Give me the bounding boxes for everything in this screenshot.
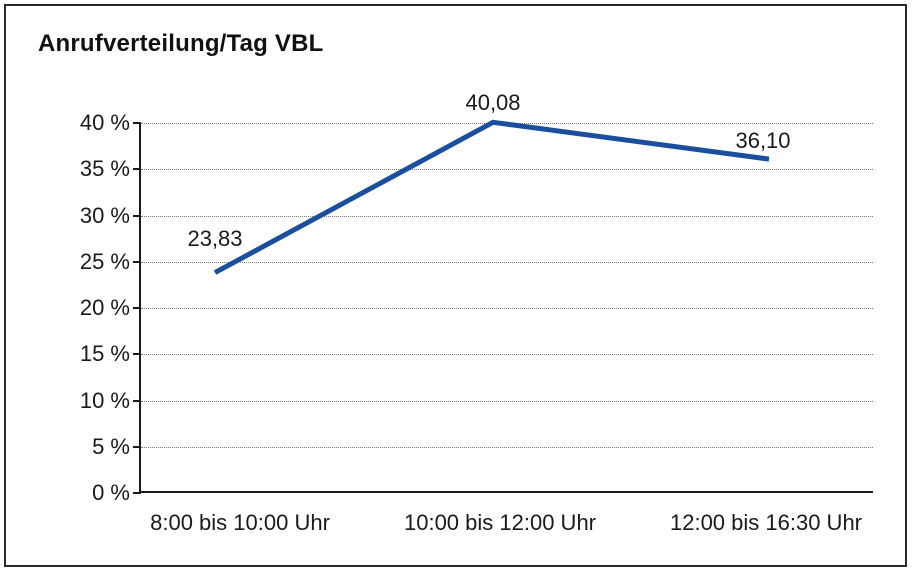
y-axis-label: 15 % [79,341,130,366]
x-axis [139,491,873,493]
y-axis-label: 5 % [92,434,130,459]
gridline [141,262,873,263]
y-axis-tick [133,353,141,355]
y-axis-label: 0 % [92,480,130,505]
data-label: 36,10 [735,128,791,154]
data-label: 40,08 [465,90,521,116]
y-axis [139,122,141,494]
gridline [141,169,873,170]
y-axis-label: 40 % [79,110,130,135]
gridline [141,308,873,309]
chart-title: Anrufverteilung/Tag VBL [38,30,324,57]
x-axis-label: 8:00 bis 10:00 Uhr [150,510,330,535]
gridline [141,354,873,355]
y-axis-tick [133,168,141,170]
y-axis-tick [133,446,141,448]
y-axis-label: 30 % [79,203,130,228]
y-axis-label: 10 % [79,388,130,413]
gridline [141,216,873,217]
x-axis-label: 12:00 bis 16:30 Uhr [669,510,863,535]
gridline [141,401,873,402]
y-axis-tick [133,261,141,263]
data-line [213,119,770,275]
gridline [141,123,873,124]
gridline [141,447,873,448]
y-axis-label: 20 % [79,295,130,320]
y-axis-tick [133,122,141,124]
y-axis-label: 25 % [79,249,130,274]
x-axis-label: 10:00 bis 12:00 Uhr [403,510,597,535]
y-axis-tick [133,215,141,217]
data-label: 23,83 [187,225,243,251]
y-axis-tick [133,307,141,309]
y-axis-tick [133,492,141,494]
y-axis-tick [133,400,141,402]
y-axis-label: 35 % [79,156,130,181]
